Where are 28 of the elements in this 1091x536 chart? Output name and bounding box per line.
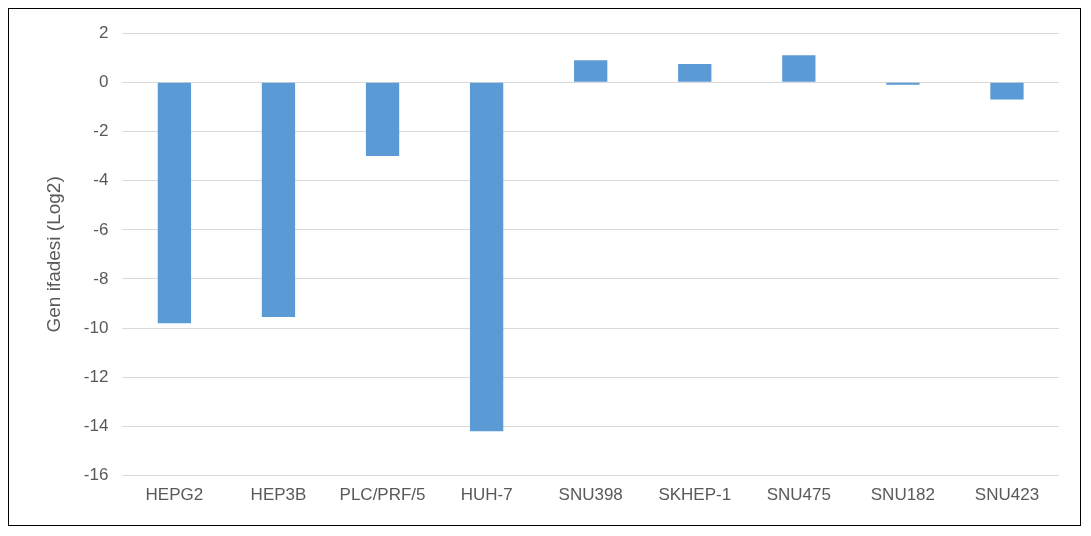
y-tick-label: -14 [83, 416, 109, 436]
y-tick-label: 2 [98, 22, 109, 42]
y-axis-title: Gen ifadesi (Log2) [42, 176, 64, 333]
y-tick-label: -6 [93, 219, 109, 239]
bar [990, 82, 1024, 100]
x-tick-label: SKHEP-1 [658, 485, 732, 505]
x-tick-label: HEPG2 [145, 485, 204, 505]
y-tick-label: -12 [83, 366, 109, 386]
y-tick-label: -2 [93, 121, 109, 141]
x-tick-label: HUH-7 [460, 485, 513, 505]
y-tick-label: 0 [98, 72, 109, 92]
x-tick-label: HEP3B [250, 485, 307, 505]
y-tick-label: -4 [93, 170, 109, 190]
x-tick-label: SNU423 [974, 485, 1040, 505]
bar [469, 82, 504, 432]
x-tick-label: SNU182 [870, 485, 936, 505]
y-tick-label: -8 [93, 268, 109, 288]
bar [157, 82, 192, 324]
bar [782, 55, 816, 82]
bar [365, 82, 400, 157]
x-tick-label: PLC/PRF/5 [339, 485, 426, 505]
bar [261, 82, 296, 318]
y-tick-label: -16 [83, 465, 109, 485]
x-tick-label: SNU398 [558, 485, 623, 505]
y-tick-label: -10 [83, 317, 109, 337]
bar [678, 63, 712, 82]
x-tick-label: SNU475 [766, 485, 831, 505]
bar [574, 60, 608, 82]
